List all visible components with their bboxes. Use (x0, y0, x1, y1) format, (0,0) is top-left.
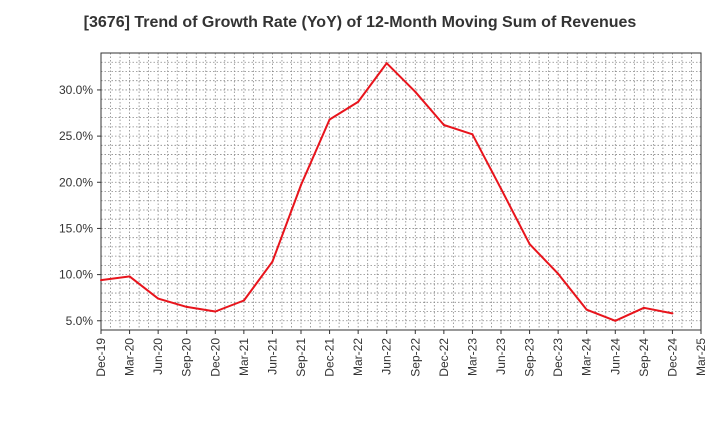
y-tick-label: 30.0% (59, 83, 93, 97)
data-point (242, 299, 245, 302)
x-tick-label: Jun-24 (608, 338, 622, 375)
x-tick-label: Sep-20 (180, 338, 194, 377)
y-tick-label: 15.0% (59, 221, 93, 235)
data-point (300, 184, 302, 187)
y-tick-label: 20.0% (59, 175, 93, 189)
data-point (328, 118, 331, 121)
x-tick-label: Mar-24 (580, 338, 594, 376)
data-point (214, 310, 217, 313)
x-tick-label: Jun-23 (494, 338, 508, 375)
x-tick-label: Mar-20 (123, 338, 137, 376)
data-point (185, 305, 188, 308)
y-tick-label: 10.0% (59, 268, 93, 282)
x-tick-label: Sep-22 (408, 338, 422, 377)
x-tick-label: Mar-21 (237, 338, 251, 376)
x-tick-label: Jun-20 (151, 338, 165, 375)
x-tick-label: Sep-21 (294, 338, 308, 377)
x-tick-label: Dec-20 (208, 338, 222, 377)
data-point (271, 260, 274, 263)
x-tick-label: Mar-22 (351, 338, 365, 376)
y-tick-label: 5.0% (66, 314, 94, 328)
x-tick-label: Mar-25 (694, 338, 708, 376)
x-tick-label: Dec-23 (551, 338, 565, 377)
data-point (157, 297, 160, 300)
data-point (385, 62, 388, 65)
x-tick-label: Dec-19 (94, 338, 108, 377)
data-point (614, 319, 617, 322)
plot-border (100, 52, 702, 331)
data-point (357, 100, 360, 103)
data-point (414, 90, 417, 93)
data-point (100, 279, 102, 282)
x-tick-label: Dec-21 (323, 338, 337, 377)
data-point (557, 272, 560, 275)
x-tick-label: Jun-22 (380, 338, 394, 375)
data-point (642, 306, 645, 309)
data-point (671, 312, 674, 315)
data-point (128, 275, 131, 278)
data-point (471, 133, 474, 136)
y-tick-label: 25.0% (59, 129, 93, 143)
data-point (500, 187, 502, 190)
x-tick-label: Sep-24 (637, 338, 651, 377)
x-tick-label: Mar-23 (465, 338, 479, 376)
data-point (585, 308, 588, 311)
chart-title: [3676] Trend of Growth Rate (YoY) of 12-… (83, 14, 637, 31)
plot-area (101, 53, 701, 330)
x-tick-label: Sep-23 (523, 338, 537, 377)
x-tick-label: Jun-21 (265, 338, 279, 375)
x-tick-label: Dec-24 (665, 338, 679, 377)
x-tick-label: Dec-22 (437, 338, 451, 377)
data-point (442, 124, 445, 127)
data-point (528, 243, 531, 246)
